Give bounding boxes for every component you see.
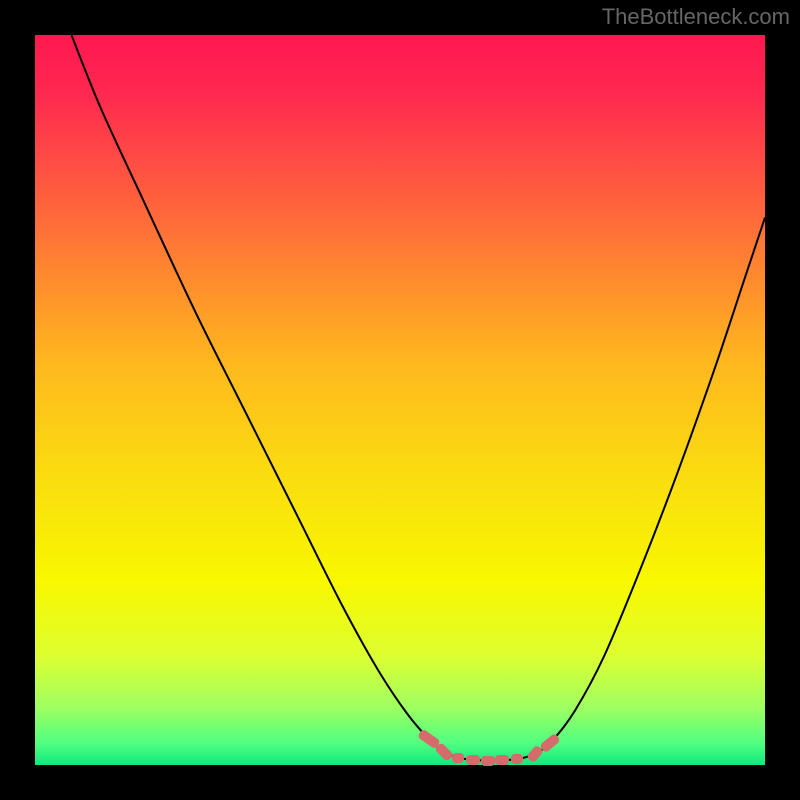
curve-marker (452, 753, 464, 763)
curve-marker (495, 755, 509, 765)
curve-marker (511, 754, 523, 764)
watermark-text: TheBottleneck.com (602, 4, 790, 30)
bottleneck-curve (35, 35, 765, 765)
curve-marker (481, 756, 495, 766)
curve-marker (466, 755, 480, 765)
chart-container (35, 35, 765, 765)
